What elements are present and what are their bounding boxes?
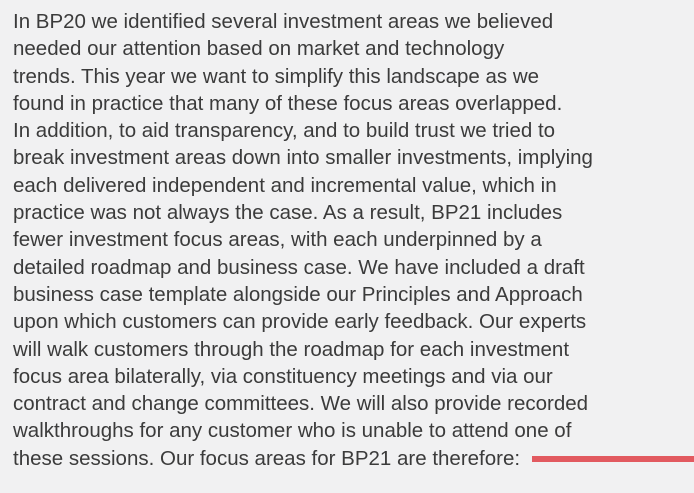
text-line: these sessions. Our focus areas for BP21… bbox=[13, 445, 694, 472]
text-line: detailed roadmap and business case. We h… bbox=[13, 254, 694, 281]
text-line: trends. This year we want to simplify th… bbox=[13, 63, 694, 90]
text: fewer investment focus areas, with each … bbox=[13, 228, 542, 252]
text: In addition, to aid transparency, and to… bbox=[13, 119, 556, 143]
text: walkthroughs for any customer who is una… bbox=[13, 419, 572, 443]
text-line: found in practice that many of these foc… bbox=[13, 90, 694, 117]
accent-bar bbox=[532, 456, 694, 463]
text: these sessions. Our focus areas for BP21… bbox=[13, 446, 521, 470]
text-line: focus area bilaterally, via constituency… bbox=[13, 363, 694, 390]
text-line: break investment areas down into smaller… bbox=[13, 144, 694, 171]
text-line: In BP20 we identified several investment… bbox=[13, 8, 694, 35]
text: found in practice that many of these foc… bbox=[13, 91, 563, 115]
text: trends. This year we want to simplify th… bbox=[13, 64, 540, 88]
text-line: will walk customers through the roadmap … bbox=[13, 336, 694, 363]
text: focus area bilaterally, via constituency… bbox=[13, 364, 553, 388]
text: contract and change committees. We will … bbox=[13, 392, 589, 416]
text-line: walkthroughs for any customer who is una… bbox=[13, 417, 694, 444]
text: upon which customers can provide early f… bbox=[13, 310, 587, 334]
text: In BP20 we identified several investment… bbox=[13, 10, 554, 33]
text: practice was not always the case. As a r… bbox=[13, 201, 563, 225]
text-line: contract and change committees. We will … bbox=[13, 390, 694, 417]
text: break investment areas down into smaller… bbox=[13, 146, 593, 170]
text-line: practice was not always the case. As a r… bbox=[13, 199, 694, 226]
text: business case template alongside our Pri… bbox=[13, 282, 583, 306]
text: each delivered independent and increment… bbox=[13, 173, 557, 197]
text: will walk customers through the roadmap … bbox=[13, 337, 570, 361]
text-line: needed our attention based on market and… bbox=[13, 35, 694, 62]
text-line: each delivered independent and increment… bbox=[13, 172, 694, 199]
text: needed our attention based on market and… bbox=[13, 37, 505, 61]
text: detailed roadmap and business case. We h… bbox=[13, 255, 585, 279]
text-line: upon which customers can provide early f… bbox=[13, 308, 694, 335]
text-line: business case template alongside our Pri… bbox=[13, 281, 694, 308]
text-line: In addition, to aid transparency, and to… bbox=[13, 117, 694, 144]
text-line: fewer investment focus areas, with each … bbox=[13, 226, 694, 253]
